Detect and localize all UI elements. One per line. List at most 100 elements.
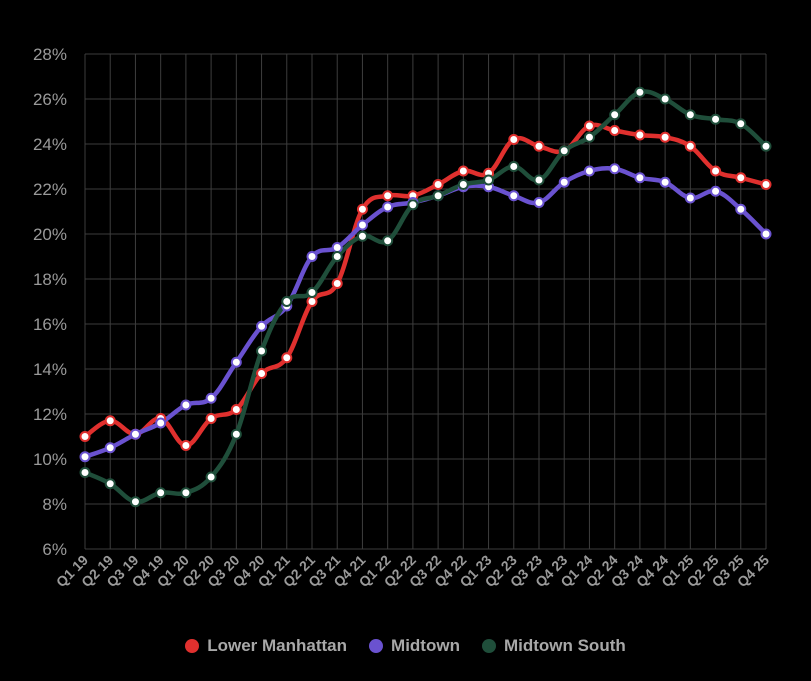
data-point-midtown[interactable] — [306, 251, 318, 262]
data-point-midtown[interactable] — [710, 185, 722, 197]
data-point-midtown-south[interactable] — [432, 190, 444, 202]
y-tick-label: 24% — [33, 135, 67, 154]
legend-item-midtown-south[interactable]: Midtown South — [481, 636, 626, 656]
data-point-midtown-south[interactable] — [306, 287, 318, 298]
legend-swatch-midtown — [369, 639, 384, 653]
data-point-midtown-south[interactable] — [735, 118, 747, 130]
legend-swatch-midtown-south — [481, 639, 496, 653]
data-point-midtown-south[interactable] — [356, 230, 368, 242]
data-point-midtown-south[interactable] — [205, 471, 217, 483]
data-point-midtown-south[interactable] — [281, 296, 293, 307]
data-point-midtown-south[interactable] — [129, 496, 141, 508]
data-point-midtown[interactable] — [205, 392, 217, 404]
data-point-midtown-south[interactable] — [256, 345, 268, 357]
legend-label-lower-manhattan: Lower Manhattan — [207, 636, 348, 655]
data-point-lower-manhattan[interactable] — [583, 120, 595, 132]
y-tick-label: 8% — [42, 495, 67, 514]
data-point-midtown[interactable] — [180, 399, 192, 411]
data-point-lower-manhattan[interactable] — [180, 440, 192, 451]
data-point-lower-manhattan[interactable] — [382, 190, 394, 202]
data-point-midtown-south[interactable] — [407, 199, 419, 211]
data-point-midtown-south[interactable] — [79, 467, 91, 478]
data-point-midtown[interactable] — [583, 165, 595, 177]
data-point-midtown-south[interactable] — [382, 235, 394, 247]
data-point-midtown[interactable] — [104, 442, 116, 454]
data-point-midtown-south[interactable] — [155, 487, 167, 499]
legend-item-lower-manhattan[interactable]: Lower Manhattan — [185, 636, 347, 656]
data-point-midtown-south[interactable] — [684, 109, 696, 121]
data-point-midtown[interactable] — [684, 192, 696, 204]
data-point-midtown-south[interactable] — [659, 93, 671, 105]
data-point-lower-manhattan[interactable] — [306, 296, 318, 307]
data-point-lower-manhattan[interactable] — [256, 368, 268, 379]
data-point-midtown[interactable] — [129, 428, 141, 440]
data-point-midtown[interactable] — [735, 203, 747, 215]
y-tick-label: 26% — [33, 90, 67, 109]
data-point-lower-manhattan[interactable] — [710, 165, 722, 177]
data-point-lower-manhattan[interactable] — [735, 172, 747, 184]
data-point-lower-manhattan[interactable] — [684, 140, 696, 152]
data-point-midtown-south[interactable] — [609, 109, 621, 121]
y-tick-label: 16% — [33, 315, 67, 334]
data-point-midtown[interactable] — [558, 176, 570, 188]
data-point-midtown-south[interactable] — [331, 251, 343, 262]
data-point-midtown[interactable] — [760, 228, 772, 240]
y-tick-label: 14% — [33, 360, 67, 379]
data-point-lower-manhattan[interactable] — [205, 413, 217, 424]
data-point-midtown[interactable] — [79, 451, 91, 463]
legend-item-midtown[interactable]: Midtown — [369, 636, 460, 656]
data-point-midtown-south[interactable] — [760, 140, 772, 152]
data-point-midtown[interactable] — [356, 219, 368, 231]
data-point-midtown[interactable] — [382, 201, 394, 213]
data-point-lower-manhattan[interactable] — [760, 179, 772, 190]
legend-swatch-lower-manhattan — [185, 639, 200, 653]
data-point-lower-manhattan[interactable] — [457, 165, 469, 177]
data-point-midtown-south[interactable] — [230, 428, 242, 440]
y-tick-label: 12% — [33, 405, 67, 424]
data-point-midtown[interactable] — [609, 163, 621, 175]
data-point-lower-manhattan[interactable] — [104, 415, 116, 427]
data-point-midtown[interactable] — [256, 320, 268, 332]
y-tick-label: 22% — [33, 180, 67, 199]
data-point-midtown[interactable] — [508, 190, 520, 202]
series-line-lower-manhattan — [82, 122, 769, 448]
data-point-midtown-south[interactable] — [583, 131, 595, 143]
data-point-lower-manhattan[interactable] — [432, 179, 444, 190]
data-point-midtown[interactable] — [533, 197, 545, 208]
y-axis-ticks: 6% 8% 10% 12% 14% 16% 18% 20% 22% 24% 26% 28% — [33, 45, 67, 559]
data-point-midtown-south[interactable] — [180, 487, 192, 499]
y-tick-label: 18% — [33, 270, 67, 289]
data-point-midtown-south[interactable] — [104, 478, 116, 490]
legend: Lower Manhattan Midtown Midtown South — [0, 636, 811, 656]
series-line-midtown-south — [82, 89, 769, 505]
data-point-midtown[interactable] — [230, 356, 242, 368]
series-group — [79, 86, 772, 508]
data-point-midtown-south[interactable] — [558, 145, 570, 157]
legend-label-midtown: Midtown — [391, 636, 460, 655]
data-point-lower-manhattan[interactable] — [508, 134, 520, 145]
data-point-midtown[interactable] — [155, 417, 167, 429]
data-point-lower-manhattan[interactable] — [230, 404, 242, 415]
data-point-midtown-south[interactable] — [533, 174, 545, 186]
data-point-lower-manhattan[interactable] — [533, 140, 545, 152]
data-point-midtown-south[interactable] — [508, 161, 520, 172]
data-point-midtown-south[interactable] — [710, 113, 722, 125]
legend-label-midtown-south: Midtown South — [503, 636, 626, 655]
data-point-lower-manhattan[interactable] — [659, 131, 671, 143]
data-point-midtown-south[interactable] — [483, 174, 495, 186]
data-point-lower-manhattan[interactable] — [281, 352, 293, 364]
data-point-midtown[interactable] — [659, 176, 671, 188]
data-point-midtown[interactable] — [331, 242, 343, 253]
y-tick-label: 20% — [33, 225, 67, 244]
data-point-midtown[interactable] — [634, 172, 646, 184]
data-point-lower-manhattan[interactable] — [356, 203, 368, 215]
data-point-lower-manhattan[interactable] — [79, 431, 91, 442]
data-point-midtown-south[interactable] — [457, 179, 469, 190]
data-point-lower-manhattan[interactable] — [634, 129, 646, 141]
data-point-midtown-south[interactable] — [634, 86, 646, 98]
data-point-lower-manhattan[interactable] — [609, 125, 621, 136]
data-point-lower-manhattan[interactable] — [331, 278, 343, 289]
y-tick-label: 10% — [33, 450, 67, 469]
y-tick-label: 6% — [42, 540, 67, 559]
